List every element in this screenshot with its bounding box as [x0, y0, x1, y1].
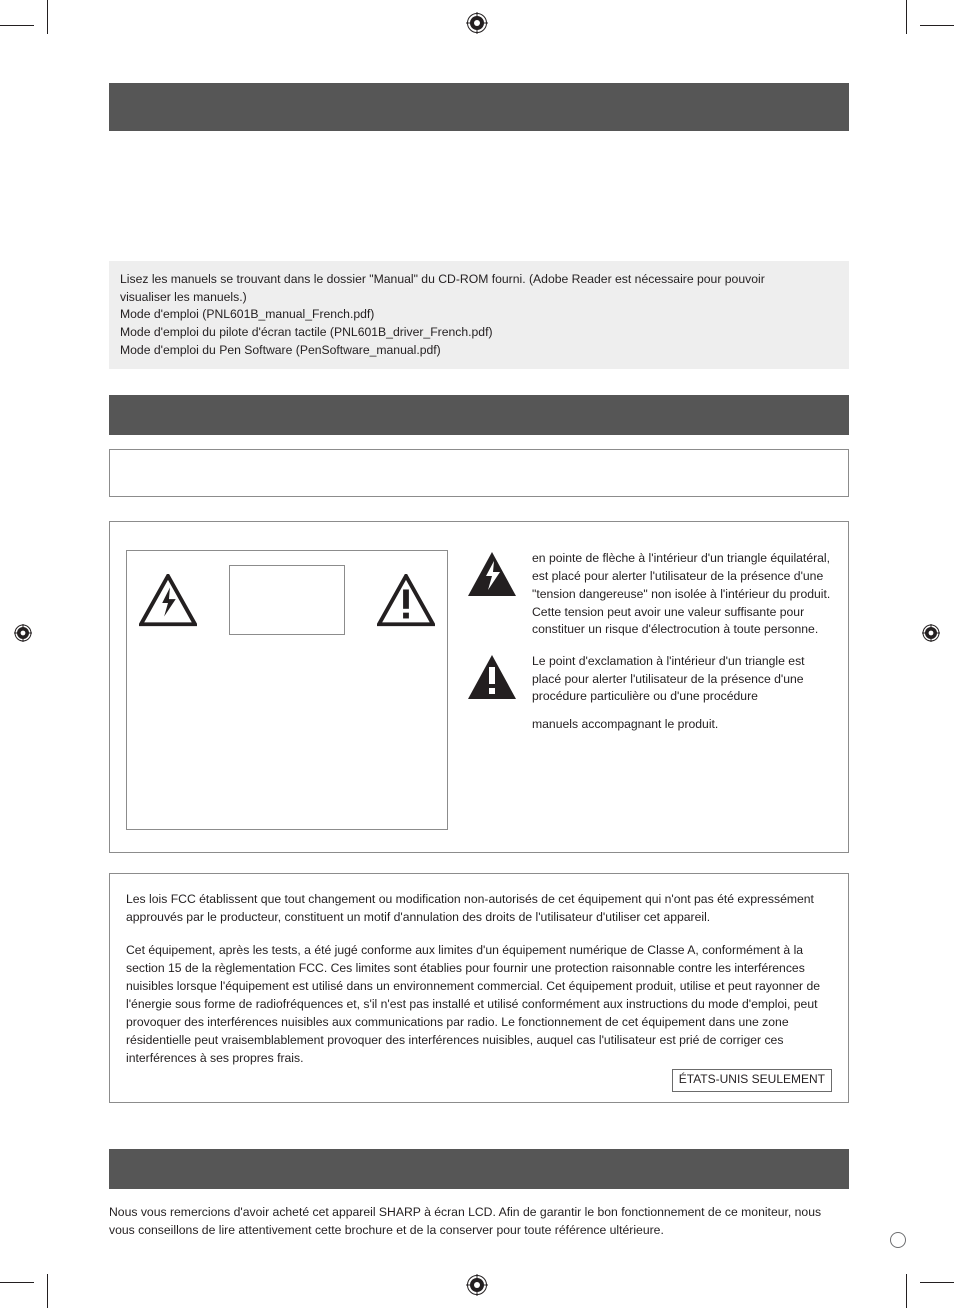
shock-triangle-icon	[139, 574, 197, 626]
header-bar-2	[109, 395, 849, 435]
content-column: Lisez les manuels se trouvant dans le do…	[109, 83, 849, 1239]
exclaim-text-a: Le point d'exclamation à l'intérieur d'u…	[532, 653, 832, 706]
manual-line-2: visualiser les manuels.)	[120, 289, 838, 307]
manual-line-3: Mode d'emploi (PNL601B_manual_French.pdf…	[120, 306, 838, 324]
header-bar-3	[109, 1149, 849, 1189]
warning-label-box	[229, 565, 345, 635]
info-box-empty	[109, 449, 849, 497]
shock-triangle-small-icon	[466, 550, 518, 600]
manual-line-4: Mode d'emploi du pilote d'écran tactile …	[120, 324, 838, 342]
header-bar-1	[109, 83, 849, 131]
warning-text-column: en pointe de flèche à l'intérieur d'un t…	[466, 550, 832, 830]
page-root: Lisez les manuels se trouvant dans le do…	[0, 0, 954, 1308]
warning-section: en pointe de flèche à l'intérieur d'un t…	[109, 521, 849, 853]
shock-text: en pointe de flèche à l'intérieur d'un t…	[532, 550, 832, 638]
registration-mark-top-icon	[466, 12, 488, 34]
fcc-box: Les lois FCC établissent que tout change…	[109, 873, 849, 1102]
manual-line-1: Lisez les manuels se trouvant dans le do…	[120, 271, 838, 289]
warning-left-panel	[126, 550, 448, 830]
fcc-p2: Cet équipement, après les tests, a été j…	[126, 941, 832, 1067]
exclaim-triangle-small-icon	[466, 653, 518, 703]
registration-mark-bottom-icon	[466, 1274, 488, 1296]
page-circle-icon	[890, 1232, 906, 1248]
closing-text: Nous vous remercions d'avoir acheté cet …	[109, 1203, 849, 1239]
fcc-p1: Les lois FCC établissent que tout change…	[126, 890, 832, 926]
manual-info-box: Lisez les manuels se trouvant dans le do…	[109, 261, 849, 369]
exclaim-text: Le point d'exclamation à l'intérieur d'u…	[532, 653, 832, 734]
exclaim-text-b: manuels accompagnant le produit.	[532, 716, 832, 734]
exclaim-triangle-icon	[377, 574, 435, 626]
fcc-region-badge: ÉTATS-UNIS SEULEMENT	[672, 1069, 832, 1092]
manual-line-5: Mode d'emploi du Pen Software (PenSoftwa…	[120, 342, 838, 360]
registration-mark-right-icon	[922, 624, 940, 642]
registration-mark-left-icon	[14, 624, 32, 642]
